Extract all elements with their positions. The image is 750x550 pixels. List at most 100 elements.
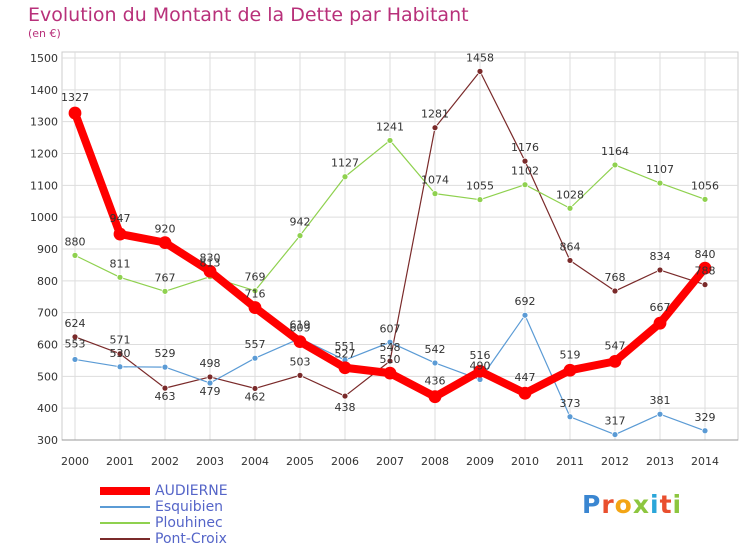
x-tick-label: 2012	[601, 455, 629, 468]
y-tick-label: 600	[37, 339, 58, 352]
data-label-esquibien: 692	[515, 295, 536, 308]
data-label-pont-croix: 571	[110, 334, 131, 347]
data-label-audierne: 920	[155, 223, 176, 236]
data-label-pont-croix: 503	[290, 355, 311, 368]
x-tick-label: 2010	[511, 455, 539, 468]
data-point-pont-croix	[656, 266, 664, 274]
data-label-audierne: 527	[335, 348, 356, 361]
data-label-esquibien: 490	[470, 360, 491, 373]
data-point-esquibien	[116, 363, 124, 371]
y-tick-label: 1100	[30, 179, 58, 192]
y-tick-label: 1400	[30, 84, 58, 97]
legend-item-esquibien: Esquibien	[100, 499, 228, 515]
data-point-esquibien	[161, 363, 169, 371]
data-label-esquibien: 551	[335, 340, 356, 353]
data-point-esquibien	[656, 410, 664, 418]
data-label-audierne: 1327	[61, 91, 89, 104]
data-label-plouhinec: 1028	[556, 188, 584, 201]
x-tick-label: 2014	[691, 455, 719, 468]
data-point-plouhinec	[656, 179, 664, 187]
data-point-pont-croix	[341, 392, 349, 400]
data-point-pont-croix	[161, 384, 169, 392]
data-point-pont-croix	[296, 371, 304, 379]
data-label-plouhinec: 1127	[331, 157, 359, 170]
x-tick-label: 2008	[421, 455, 449, 468]
data-point-audierne	[203, 264, 217, 278]
data-label-audierne: 840	[695, 248, 716, 261]
y-tick-label: 800	[37, 275, 58, 288]
legend-item-pont-croix: Pont-Croix	[100, 531, 228, 547]
y-tick-label: 1000	[30, 211, 58, 224]
data-label-audierne: 609	[290, 322, 311, 335]
x-tick-label: 2000	[61, 455, 89, 468]
legend: AUDIERNE Esquibien Plouhinec Pont-Croix	[100, 483, 228, 547]
data-label-audierne: 716	[245, 288, 266, 301]
data-label-esquibien: 542	[425, 343, 446, 356]
y-tick-label: 1200	[30, 148, 58, 161]
x-tick-label: 2003	[196, 455, 224, 468]
legend-swatch-plouhinec	[100, 522, 150, 524]
x-tick-label: 2007	[376, 455, 404, 468]
data-label-esquibien: 381	[650, 394, 671, 407]
data-label-esquibien: 479	[200, 385, 221, 398]
x-tick-label: 2013	[646, 455, 674, 468]
data-point-audierne	[383, 366, 397, 380]
data-label-esquibien: 557	[245, 338, 266, 351]
legend-label-audierne: AUDIERNE	[155, 483, 228, 499]
data-point-plouhinec	[116, 273, 124, 281]
data-label-audierne: 547	[605, 339, 626, 352]
data-point-pont-croix	[206, 373, 214, 381]
data-point-plouhinec	[296, 232, 304, 240]
data-point-pont-croix	[431, 124, 439, 132]
data-point-esquibien	[251, 354, 259, 362]
data-point-plouhinec	[71, 251, 79, 259]
x-tick-label: 2009	[466, 455, 494, 468]
data-point-plouhinec	[386, 137, 394, 144]
data-point-plouhinec	[701, 195, 709, 203]
data-label-esquibien: 553	[65, 337, 86, 350]
data-point-plouhinec	[161, 287, 169, 295]
legend-item-audierne: AUDIERNE	[100, 483, 228, 499]
y-tick-label: 1300	[30, 116, 58, 129]
data-label-esquibien: 329	[695, 411, 716, 424]
data-label-pont-croix: 498	[200, 357, 221, 370]
data-label-esquibien: 529	[155, 347, 176, 360]
data-label-esquibien: 619	[290, 318, 311, 331]
data-label-pont-croix: 768	[605, 271, 626, 284]
data-point-audierne	[428, 390, 442, 404]
legend-label-plouhinec: Plouhinec	[155, 515, 223, 531]
data-point-pont-croix	[476, 67, 484, 75]
data-label-esquibien: 607	[380, 322, 401, 335]
data-label-plouhinec: 1107	[646, 163, 674, 176]
data-point-audierne	[158, 236, 172, 250]
legend-label-esquibien: Esquibien	[155, 499, 224, 515]
data-point-pont-croix	[116, 350, 124, 358]
data-point-pont-croix	[386, 357, 394, 365]
x-tick-label: 2005	[286, 455, 314, 468]
data-label-audierne: 519	[560, 348, 581, 361]
data-label-audierne: 447	[515, 371, 536, 384]
data-point-pont-croix	[701, 281, 709, 289]
data-point-plouhinec	[521, 181, 529, 189]
data-label-plouhinec: 1241	[376, 120, 404, 133]
data-label-pont-croix: 1176	[511, 141, 539, 154]
data-label-plouhinec: 1102	[511, 165, 539, 178]
data-label-pont-croix: 788	[695, 265, 716, 278]
data-label-plouhinec: 1074	[421, 174, 449, 187]
data-point-audierne	[113, 227, 127, 241]
x-tick-label: 2011	[556, 455, 584, 468]
y-tick-label: 500	[37, 370, 58, 383]
legend-item-plouhinec: Plouhinec	[100, 515, 228, 531]
data-label-pont-croix: 438	[335, 401, 356, 414]
data-label-pont-croix: 834	[650, 250, 671, 263]
data-label-pont-croix: 1281	[421, 108, 449, 121]
data-label-plouhinec: 769	[245, 271, 266, 284]
data-label-plouhinec: 1056	[691, 179, 719, 192]
data-point-audierne	[68, 106, 82, 120]
data-label-esquibien: 373	[560, 397, 581, 410]
data-label-audierne: 947	[110, 212, 131, 225]
chart-title: Evolution du Montant de la Dette par Hab…	[28, 4, 469, 26]
data-point-pont-croix	[521, 157, 529, 165]
data-point-plouhinec	[251, 287, 259, 295]
